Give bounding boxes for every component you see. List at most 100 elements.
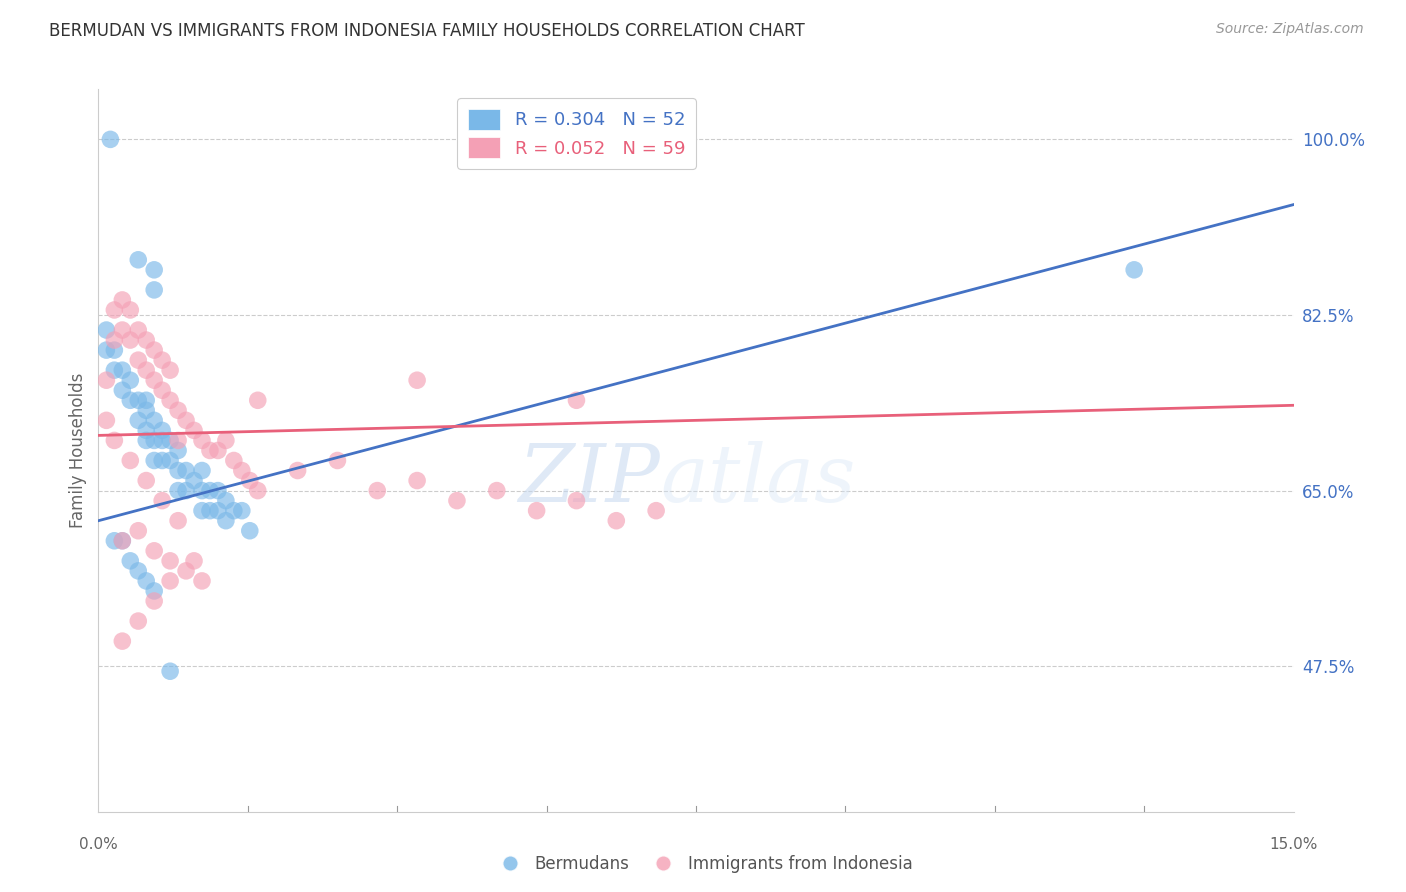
Point xyxy=(485,483,508,498)
Point xyxy=(159,434,181,448)
Text: ZIP: ZIP xyxy=(519,441,661,518)
Point xyxy=(215,493,238,508)
Text: BERMUDAN VS IMMIGRANTS FROM INDONESIA FAMILY HOUSEHOLDS CORRELATION CHART: BERMUDAN VS IMMIGRANTS FROM INDONESIA FA… xyxy=(49,22,806,40)
Point xyxy=(246,393,269,408)
Point xyxy=(191,503,214,517)
Point xyxy=(159,574,181,588)
Point xyxy=(326,453,349,467)
Point xyxy=(135,434,157,448)
Point xyxy=(366,483,388,498)
Point xyxy=(446,493,468,508)
Point xyxy=(135,333,157,347)
Text: Source: ZipAtlas.com: Source: ZipAtlas.com xyxy=(1216,22,1364,37)
Point xyxy=(174,564,197,578)
Point xyxy=(143,583,166,598)
Point xyxy=(191,574,214,588)
Point xyxy=(191,463,214,477)
Point xyxy=(183,554,205,568)
Point xyxy=(103,333,125,347)
Point xyxy=(150,384,173,398)
Point xyxy=(183,424,205,438)
Point xyxy=(103,343,125,357)
Point xyxy=(111,533,134,548)
Point xyxy=(565,493,588,508)
Point xyxy=(239,474,262,488)
Point xyxy=(143,413,166,427)
Point xyxy=(143,543,166,558)
Point xyxy=(159,554,181,568)
Point xyxy=(143,594,166,608)
Point xyxy=(605,514,627,528)
Point xyxy=(167,443,190,458)
Point xyxy=(150,424,173,438)
Point xyxy=(120,393,142,408)
Point xyxy=(231,503,253,517)
Point xyxy=(174,463,197,477)
Point xyxy=(183,474,205,488)
Point xyxy=(103,434,125,448)
Point xyxy=(111,293,134,307)
Point xyxy=(231,463,253,477)
Point xyxy=(191,434,214,448)
Point xyxy=(111,323,134,337)
Point xyxy=(207,503,229,517)
Point xyxy=(127,252,149,267)
Point xyxy=(143,434,166,448)
Point xyxy=(222,503,245,517)
Point xyxy=(111,634,134,648)
Point xyxy=(127,413,149,427)
Point xyxy=(98,132,122,146)
Point xyxy=(159,664,181,679)
Point xyxy=(150,493,173,508)
Point xyxy=(526,503,548,517)
Point xyxy=(406,474,429,488)
Point xyxy=(406,373,429,387)
Text: 15.0%: 15.0% xyxy=(1270,837,1317,852)
Point xyxy=(120,303,142,318)
Point xyxy=(135,393,157,408)
Point xyxy=(143,262,166,277)
Point xyxy=(287,463,309,477)
Point xyxy=(143,343,166,357)
Text: atlas: atlas xyxy=(661,441,855,518)
Point xyxy=(127,393,149,408)
Point xyxy=(127,524,149,538)
Point xyxy=(207,483,229,498)
Point xyxy=(127,614,149,628)
Point xyxy=(135,574,157,588)
Point xyxy=(96,373,118,387)
Point xyxy=(174,413,197,427)
Point xyxy=(198,443,221,458)
Point xyxy=(135,424,157,438)
Point xyxy=(167,403,190,417)
Y-axis label: Family Households: Family Households xyxy=(69,373,87,528)
Point xyxy=(103,363,125,377)
Point xyxy=(174,483,197,498)
Point xyxy=(207,443,229,458)
Point xyxy=(150,434,173,448)
Point xyxy=(103,303,125,318)
Point xyxy=(191,483,214,498)
Point xyxy=(96,343,118,357)
Point xyxy=(167,514,190,528)
Point xyxy=(120,373,142,387)
Point xyxy=(159,453,181,467)
Point xyxy=(565,393,588,408)
Point xyxy=(150,353,173,368)
Point xyxy=(135,363,157,377)
Point xyxy=(1123,262,1146,277)
Point xyxy=(159,393,181,408)
Legend: Bermudans, Immigrants from Indonesia: Bermudans, Immigrants from Indonesia xyxy=(486,848,920,880)
Point xyxy=(159,363,181,377)
Point xyxy=(645,503,668,517)
Point xyxy=(143,453,166,467)
Point xyxy=(167,434,190,448)
Point xyxy=(96,323,118,337)
Point xyxy=(135,474,157,488)
Point xyxy=(246,483,269,498)
Point xyxy=(127,564,149,578)
Point xyxy=(215,514,238,528)
Text: 0.0%: 0.0% xyxy=(79,837,118,852)
Point xyxy=(239,524,262,538)
Point xyxy=(120,554,142,568)
